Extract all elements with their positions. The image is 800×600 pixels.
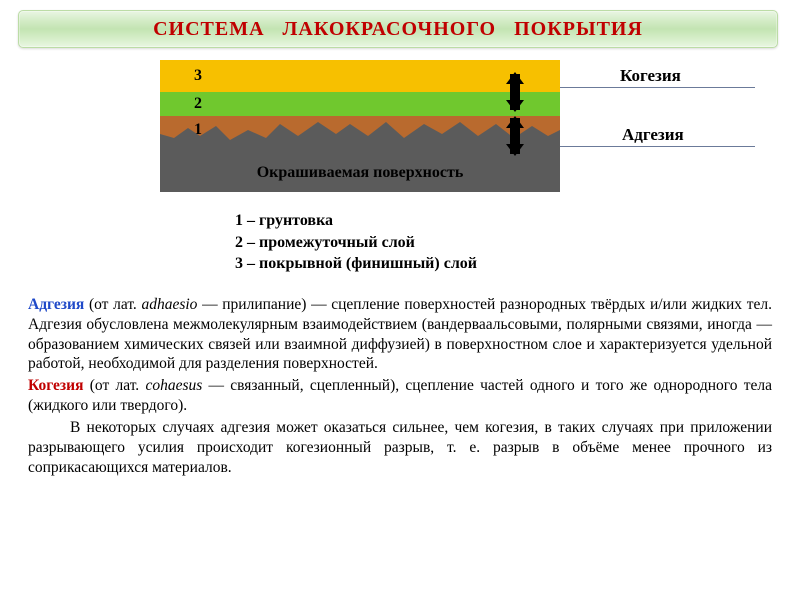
legend: 1 – грунтовка 2 – промежуточный слой 3 –… — [235, 210, 477, 275]
title-bar: СИСТЕМА ЛАКОКРАСОЧНОГО ПОКРЫТИЯ — [18, 10, 778, 48]
adhesion-latin: adhaesio — [141, 296, 197, 313]
layer-2-label: 2 — [160, 95, 202, 113]
layer-2: 2 — [160, 92, 560, 116]
cohesion-term: Когезия — [28, 377, 83, 394]
cohesion-latin: cohaesus — [145, 377, 202, 394]
legend-item-2: 2 – промежуточный слой — [235, 232, 477, 254]
adhesion-marker — [510, 118, 520, 154]
adhesion-paragraph: Адгезия (от лат. adhaesio — прилипание) … — [28, 295, 772, 374]
adhesion-term: Адгезия — [28, 296, 84, 313]
legend-item-1: 1 – грунтовка — [235, 210, 477, 232]
adhesion-rule — [560, 146, 755, 147]
summary-paragraph: В некоторых случаях адгезия может оказат… — [28, 418, 772, 477]
adhesion-label: Адгезия — [622, 125, 684, 145]
cohesion-paragraph: Когезия (от лат. cohaesus — связанный, с… — [28, 376, 772, 416]
substrate: Окрашиваемая поверхность — [160, 116, 560, 192]
coating-diagram: 3 2 1 Окрашиваемая поверхность — [160, 60, 560, 192]
adhesion-def-pre: (от лат. — [84, 296, 141, 313]
page-title: СИСТЕМА ЛАКОКРАСОЧНОГО ПОКРЫТИЯ — [153, 18, 643, 41]
layer-3-label: 3 — [160, 67, 202, 85]
cohesion-marker — [510, 74, 520, 110]
substrate-label: Окрашиваемая поверхность — [160, 164, 560, 182]
legend-item-3: 3 – покрывной (финишный) слой — [235, 253, 477, 275]
cohesion-rule — [560, 87, 755, 88]
cohesion-def-pre: (от лат. — [83, 377, 145, 394]
layer-3: 3 — [160, 60, 560, 92]
body-text: Адгезия (от лат. adhaesio — прилипание) … — [28, 295, 772, 479]
cohesion-label: Когезия — [620, 66, 681, 86]
